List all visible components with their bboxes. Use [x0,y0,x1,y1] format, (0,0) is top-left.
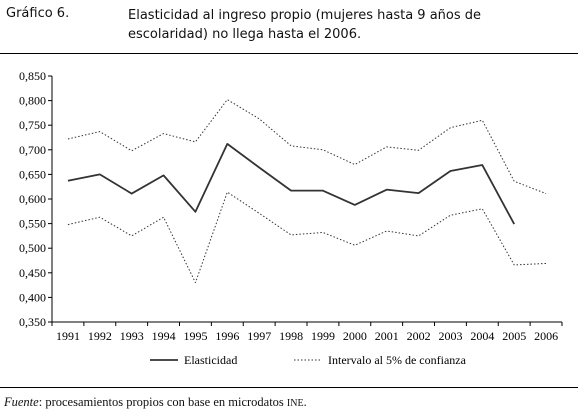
y-tick-label: 0,450 [19,266,46,280]
y-tick-label: 0,850 [19,69,46,83]
x-tick-label: 1999 [311,329,335,343]
y-tick-label: 0,700 [19,143,46,157]
figure-title-line-2: escolaridad) no llega hasta el 2006. [128,27,362,42]
figure-title-line-1: Elasticidad al ingreso propio (mujeres h… [128,8,482,23]
x-tick-label: 2003 [438,329,462,343]
x-tick-label: 1993 [120,329,144,343]
source-text: : procesamientos propios con base en mic… [38,395,287,409]
y-tick-label: 0,550 [19,217,46,231]
x-tick-label: 2001 [375,329,399,343]
x-tick-label: 2004 [470,329,494,343]
y-tick-label: 0,350 [19,315,46,329]
y-tick-label: 0,800 [19,94,46,108]
top-rule [0,53,578,54]
x-tick-label: 1992 [88,329,112,343]
y-tick-label: 0,750 [19,118,46,132]
x-tick-label: 2005 [502,329,526,343]
confidence-upper-line [67,99,547,195]
y-tick-label: 0,650 [19,167,46,181]
bottom-rule [0,387,578,388]
legend-label: Elasticidad [184,353,237,367]
x-tick-label: 2000 [343,329,367,343]
figure-label: Gráfico 6. [6,6,70,21]
confidence-lower-line [67,191,547,284]
y-tick-label: 0,600 [19,192,46,206]
x-tick-label: 2002 [407,329,431,343]
y-tick-label: 0,500 [19,241,46,255]
x-tick-label: 1998 [279,329,303,343]
y-tick-label: 0,400 [19,290,46,304]
source-suffix: . [303,395,307,409]
line-chart: 0,850 0,800 0,750 0,700 0,650 0,600 0,550 0,500… [19,69,563,367]
elasticity-line [67,143,515,225]
x-tick-label: 1995 [183,329,207,343]
source-prefix: Fuente [4,395,39,409]
x-tick-label: 1994 [152,329,176,343]
x-tick-label: 1996 [215,329,239,343]
legend-label: Intervalo al 5% de confianza [328,353,467,367]
x-tick-label: 2006 [534,329,558,343]
source-note: Fuente: procesamientos propios con base … [4,395,307,410]
x-tick-label: 1991 [56,329,80,343]
source-org: INE [286,398,304,409]
x-tick-label: 1997 [247,329,271,343]
figure-title: Elasticidad al ingreso propio (mujeres h… [128,6,568,44]
